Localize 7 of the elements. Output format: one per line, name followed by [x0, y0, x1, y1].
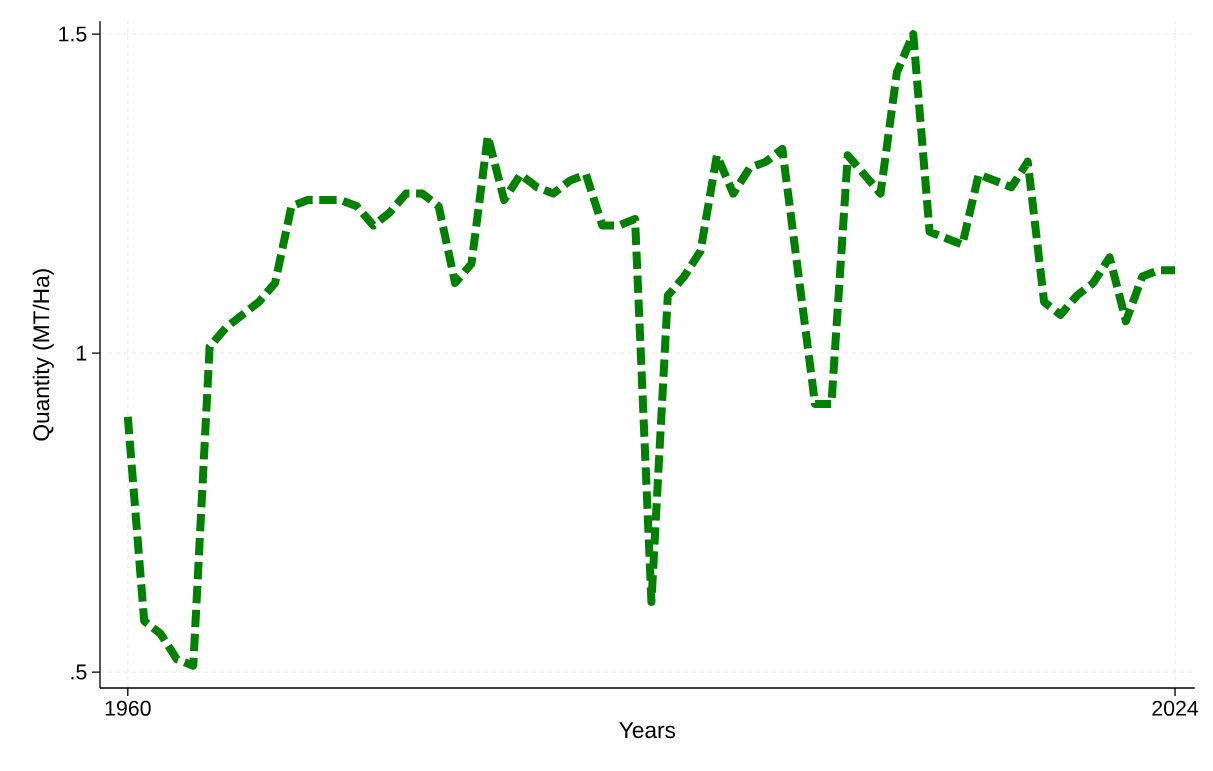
y-tick-label: 1: [77, 345, 87, 361]
y-tick-label: 1.5: [59, 26, 87, 42]
x-tick-label: 1960: [105, 700, 151, 716]
x-tick-label: 2024: [1152, 700, 1199, 716]
y-axis-title: Quantity (MT/Ha): [32, 269, 54, 441]
x-axis-title: Years: [619, 722, 676, 739]
y-tick-label: .5: [71, 664, 87, 680]
